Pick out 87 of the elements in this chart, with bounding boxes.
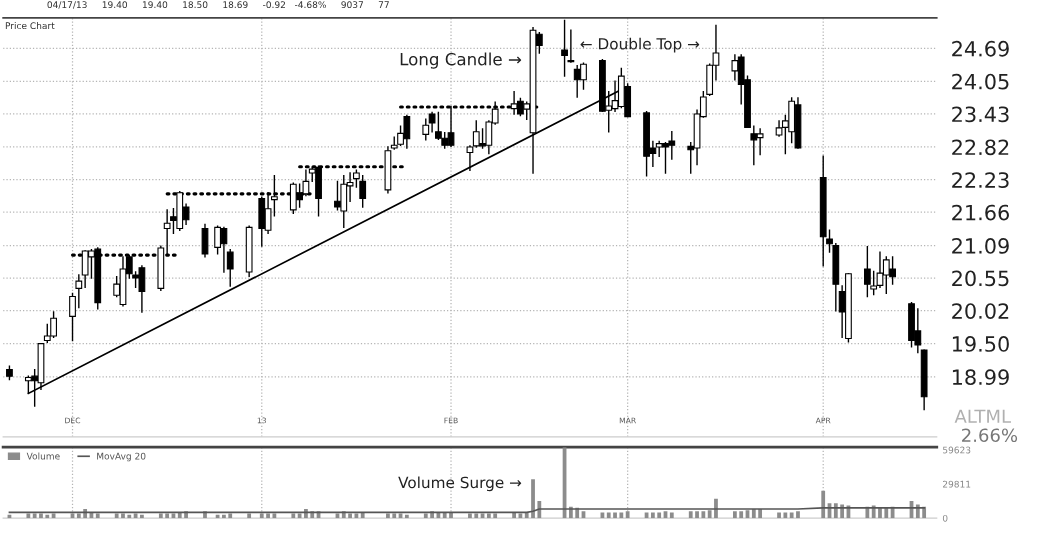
y-tick-label: 21.09: [952, 238, 1009, 254]
bar: [32, 513, 37, 519]
bar: [821, 490, 826, 519]
annotation: Long Candle →: [400, 52, 522, 69]
y-tick-label: 22.23: [952, 172, 1009, 188]
bar: [783, 512, 788, 519]
legend-label: Volume: [26, 452, 60, 460]
bar: [95, 513, 100, 519]
bar: [884, 507, 889, 519]
text: ALTML: [954, 409, 1011, 423]
bar: [215, 514, 220, 519]
y-tick-label: 20.02: [952, 303, 1009, 319]
annotation: ← Double Top →: [580, 37, 700, 53]
y-tick-label: 22.82: [952, 139, 1009, 156]
bar: [531, 479, 535, 519]
bar: [114, 513, 119, 519]
bar: [228, 513, 233, 519]
candlestick: [75, 274, 83, 309]
bar: [386, 513, 390, 519]
bar: [486, 513, 491, 519]
bar: [354, 513, 359, 519]
legend-label: MovAvg 20: [97, 452, 146, 462]
y-tick-label: 20.55: [952, 270, 1009, 287]
bar: [291, 513, 296, 519]
y-tick-label: 29811: [942, 480, 971, 488]
bar: [76, 513, 81, 519]
bar: [714, 498, 718, 519]
bar: [297, 513, 302, 519]
bar: [796, 511, 800, 519]
y-tick-label: 24.05: [952, 73, 1009, 90]
bar: [733, 511, 737, 519]
candlestick: [226, 249, 234, 287]
bar: [121, 513, 125, 519]
bar: [878, 507, 882, 519]
y-tick-label: 21.66: [952, 204, 1009, 221]
y-tick-label: 59623: [943, 446, 971, 454]
bar: [304, 508, 308, 519]
bar: [669, 512, 674, 519]
bar: [777, 512, 781, 519]
y-tick-label: 24.69: [952, 40, 1009, 57]
annotation: Volume Surge →: [398, 476, 522, 492]
bar: [613, 512, 617, 519]
bar: [657, 512, 662, 519]
bar: [158, 513, 163, 519]
y-tick-label: 0: [942, 514, 948, 522]
y-tick-label: 23.43: [952, 106, 1009, 123]
bar: [625, 511, 630, 519]
candlestick: [567, 29, 575, 63]
bar: [26, 513, 31, 519]
bar: [83, 508, 88, 519]
bar: [619, 512, 624, 519]
annotation: Price Chart: [5, 22, 55, 30]
bar: [789, 512, 794, 519]
bar: [247, 513, 252, 519]
candlestick: [428, 111, 436, 133]
text: 04/17/13 19.40 19.40 18.50 18.69 -0.92 -4.68% 9037 77: [47, 1, 389, 9]
bar: [739, 511, 744, 519]
bar: [701, 511, 706, 519]
bar: [707, 510, 712, 519]
bar: [39, 513, 43, 519]
bar: [222, 514, 226, 519]
bar: [140, 514, 144, 519]
candlestick: [359, 175, 367, 208]
bar: [404, 514, 409, 519]
bar: [45, 514, 50, 519]
y-tick-label: 18.99: [952, 369, 1009, 386]
candlestick: [422, 118, 430, 141]
bar: [266, 513, 270, 519]
bar: [606, 512, 611, 519]
bar: [695, 511, 699, 519]
candlestick: [561, 19, 568, 77]
bar: [758, 508, 763, 519]
bar: [493, 513, 498, 519]
bar: [392, 513, 397, 519]
y-tick-label: 19.50: [952, 336, 1009, 352]
bar: [348, 513, 352, 519]
bar: [259, 513, 264, 519]
candlestick: [69, 292, 76, 342]
bar: [165, 513, 170, 519]
bar: [650, 512, 655, 519]
bar: [127, 514, 132, 519]
bar: [423, 513, 428, 519]
bar: [272, 513, 277, 519]
bar: [474, 513, 479, 519]
bar: [468, 513, 472, 519]
text: 2.66%: [962, 428, 1018, 443]
bar: [688, 511, 693, 519]
